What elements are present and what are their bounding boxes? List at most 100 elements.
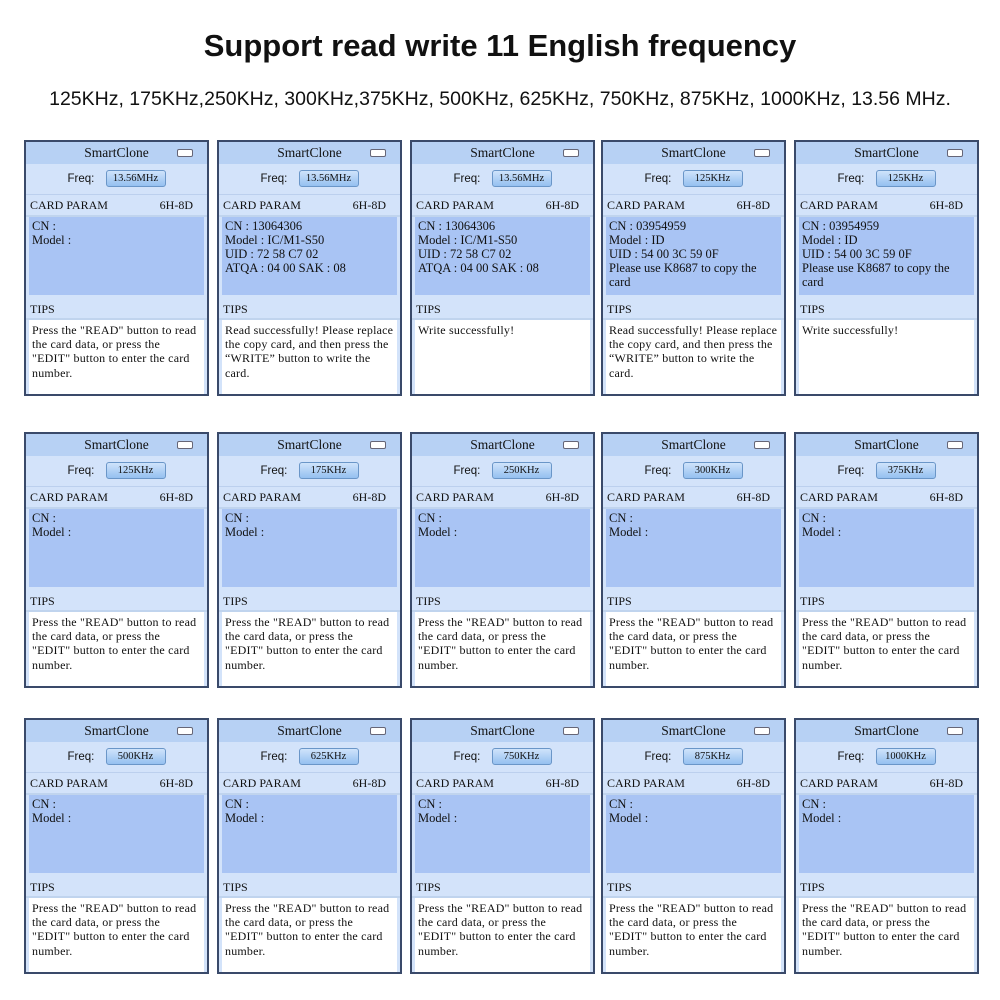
freq-row: Freq: 375KHz xyxy=(796,456,977,487)
card-param-label: CARD PARAM xyxy=(30,490,108,504)
card-param-line: Please use K8687 to copy the card xyxy=(802,261,950,289)
battery-icon xyxy=(754,441,770,449)
tips-label: TIPS xyxy=(26,876,207,898)
tips-label: TIPS xyxy=(219,298,400,320)
card-param-line: UID : 72 58 C7 02 xyxy=(418,247,512,261)
freq-button[interactable]: 750KHz xyxy=(491,748,552,766)
freq-button[interactable]: 875KHz xyxy=(682,748,743,766)
tips-text: Press the "READ" button to read the card… xyxy=(29,320,204,394)
battery-icon xyxy=(947,441,963,449)
card-param-area: CN : 13064306 Model : IC/M1-S50 UID : 72 5… xyxy=(222,217,397,295)
card-param-label: CARD PARAM xyxy=(30,198,108,212)
card-param-line: Model : xyxy=(802,811,842,825)
card-param-line: CN : xyxy=(32,797,56,811)
device-screen: SmartClone Freq: 13.56MHz CARD PARAM 6H-… xyxy=(217,140,402,396)
card-param-line: Model : ID xyxy=(802,233,858,247)
freq-label: Freq: xyxy=(837,751,865,763)
card-param-header: CARD PARAM 6H-8D xyxy=(26,195,207,217)
card-param-code: 6H-8D xyxy=(352,490,386,504)
tips-label: TIPS xyxy=(412,876,593,898)
card-param-line: CN : 13064306 xyxy=(225,219,303,233)
card-param-line: CN : xyxy=(225,797,249,811)
card-param-label: CARD PARAM xyxy=(416,490,494,504)
tips-text: Read successfully! Please replace the co… xyxy=(222,320,397,394)
tips-text: Press the "READ" button to read the card… xyxy=(606,612,781,686)
freq-row: Freq: 875KHz xyxy=(603,742,784,773)
app-name: SmartClone xyxy=(661,437,726,452)
screen-header: SmartClone xyxy=(219,142,400,164)
screen-header: SmartClone xyxy=(796,720,977,742)
card-param-line: Model : xyxy=(418,811,458,825)
battery-icon xyxy=(947,149,963,157)
tips-label: TIPS xyxy=(796,590,977,612)
card-param-code: 6H-8D xyxy=(352,776,386,790)
card-param-line: ATQA : 04 00 SAK : 08 xyxy=(418,261,539,275)
device-screen: SmartClone Freq: 625KHz CARD PARAM 6H-8D… xyxy=(217,718,402,974)
freq-row: Freq: 300KHz xyxy=(603,456,784,487)
tips-text: Press the "READ" button to read the card… xyxy=(29,612,204,686)
card-param-label: CARD PARAM xyxy=(607,490,685,504)
tips-label: TIPS xyxy=(26,590,207,612)
frequency-list: 125KHz, 175KHz,250KHz, 300KHz,375KHz, 50… xyxy=(49,88,951,110)
screen-header: SmartClone xyxy=(412,142,593,164)
screen-header: SmartClone xyxy=(26,434,207,456)
card-param-line: Model : xyxy=(32,525,72,539)
freq-button[interactable]: 375KHz xyxy=(875,462,936,480)
card-param-header: CARD PARAM 6H-8D xyxy=(219,773,400,795)
freq-label: Freq: xyxy=(644,173,672,185)
freq-button[interactable]: 250KHz xyxy=(491,462,552,480)
card-param-line: CN : xyxy=(802,797,826,811)
app-name: SmartClone xyxy=(470,145,535,160)
freq-button[interactable]: 1000KHz xyxy=(875,748,936,766)
freq-button[interactable]: 125KHz xyxy=(682,170,743,188)
card-param-line: Model : xyxy=(225,525,265,539)
card-param-area: CN : Model : xyxy=(29,217,204,295)
card-param-label: CARD PARAM xyxy=(607,198,685,212)
freq-label: Freq: xyxy=(260,465,288,477)
card-param-header: CARD PARAM 6H-8D xyxy=(796,487,977,509)
card-param-code: 6H-8D xyxy=(736,490,770,504)
card-param-code: 6H-8D xyxy=(352,198,386,212)
card-param-header: CARD PARAM 6H-8D xyxy=(412,487,593,509)
tips-text: Press the "READ" button to read the card… xyxy=(415,898,590,972)
device-screen: SmartClone Freq: 875KHz CARD PARAM 6H-8D… xyxy=(601,718,786,974)
battery-icon xyxy=(177,727,193,735)
card-param-header: CARD PARAM 6H-8D xyxy=(603,773,784,795)
freq-button[interactable]: 13.56MHz xyxy=(491,170,552,188)
freq-row: Freq: 750KHz xyxy=(412,742,593,773)
card-param-line: Model : xyxy=(609,525,649,539)
card-param-line: Please use K8687 to copy the card xyxy=(609,261,757,289)
card-param-line: CN : 03954959 xyxy=(609,219,687,233)
card-param-label: CARD PARAM xyxy=(416,198,494,212)
page-title: Support read write 11 English frequency xyxy=(203,28,797,63)
screen-header: SmartClone xyxy=(603,142,784,164)
card-param-line: Model : xyxy=(418,525,458,539)
card-param-area: CN : Model : xyxy=(222,509,397,587)
card-param-area: CN : 03954959 Model : ID UID : 54 00 3C 59… xyxy=(799,217,974,295)
freq-button[interactable]: 13.56MHz xyxy=(298,170,359,188)
card-param-line: CN : xyxy=(418,511,442,525)
freq-button[interactable]: 125KHz xyxy=(875,170,936,188)
freq-row: Freq: 13.56MHz xyxy=(26,164,207,195)
app-name: SmartClone xyxy=(84,145,149,160)
tips-label: TIPS xyxy=(219,876,400,898)
device-screen: SmartClone Freq: 125KHz CARD PARAM 6H-8D… xyxy=(24,432,209,688)
battery-icon xyxy=(370,149,386,157)
tips-label: TIPS xyxy=(26,298,207,320)
freq-button[interactable]: 500KHz xyxy=(105,748,166,766)
card-param-line: CN : 13064306 xyxy=(418,219,496,233)
freq-button[interactable]: 300KHz xyxy=(682,462,743,480)
card-param-header: CARD PARAM 6H-8D xyxy=(219,195,400,217)
card-param-area: CN : 03954959 Model : ID UID : 54 00 3C 59… xyxy=(606,217,781,295)
freq-button[interactable]: 625KHz xyxy=(298,748,359,766)
tips-text: Press the "READ" button to read the card… xyxy=(799,898,974,972)
screen-header: SmartClone xyxy=(603,720,784,742)
freq-button[interactable]: 13.56MHz xyxy=(105,170,166,188)
card-param-line: CN : xyxy=(802,511,826,525)
freq-row: Freq: 250KHz xyxy=(412,456,593,487)
screen-header: SmartClone xyxy=(603,434,784,456)
card-param-area: CN : Model : xyxy=(606,509,781,587)
freq-button[interactable]: 175KHz xyxy=(298,462,359,480)
freq-button[interactable]: 125KHz xyxy=(105,462,166,480)
app-name: SmartClone xyxy=(277,145,342,160)
